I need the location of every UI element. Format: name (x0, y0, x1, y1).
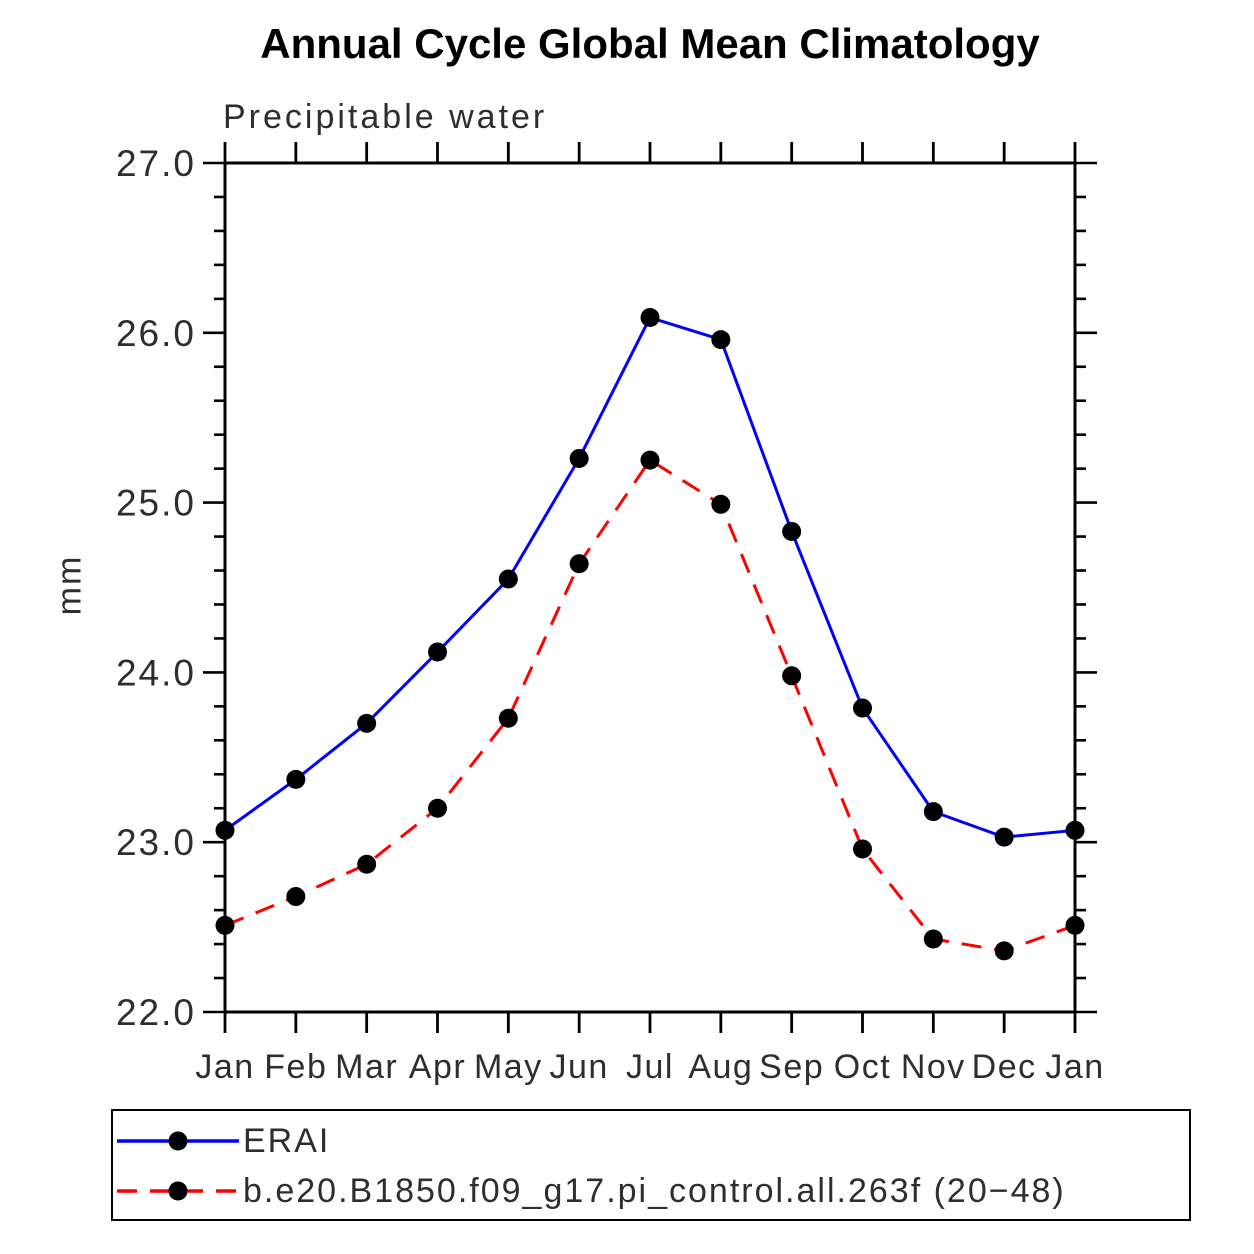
data-point-marker-series-1 (640, 450, 660, 470)
x-tick-label: Jan (195, 1048, 254, 1086)
data-point-marker-series-1 (215, 915, 235, 935)
data-point-marker-series-1 (994, 941, 1014, 961)
data-point-marker-series-1 (1065, 915, 1085, 935)
legend-label-model: b.e20.B1850.f09_g17.pi_control.all.263f … (243, 1171, 1066, 1210)
chart-subtitle: Precipitable water (223, 98, 548, 136)
data-point-marker-series-0 (711, 330, 731, 350)
plot-frame (223, 161, 1077, 1014)
data-point-marker-series-1 (853, 839, 872, 859)
data-point-marker-series-0 (357, 713, 377, 733)
chart-title: Annual Cycle Global Mean Climatology (260, 20, 1040, 67)
legend-box: ERAI b.e20.B1850.f09_g17.pi_control.all.… (111, 1109, 1191, 1221)
legend-marker-dot (168, 1181, 188, 1201)
data-point-marker-series-0 (640, 308, 660, 328)
x-tick-label: Feb (264, 1048, 327, 1086)
series-line-1 (224, 458, 1076, 953)
x-tick-label: Jan (1045, 1048, 1104, 1086)
x-tick-label: Nov (901, 1048, 966, 1086)
legend-label-erai: ERAI (243, 1121, 331, 1160)
y-tick-label: 25.0 (116, 483, 196, 524)
data-point-marker-series-1 (711, 494, 731, 514)
data-point-marker-series-0 (428, 642, 447, 662)
data-point-marker-series-0 (569, 448, 589, 468)
data-point-marker-series-0 (286, 769, 306, 789)
x-tick-label: Aug (688, 1048, 753, 1086)
data-point-marker-series-0 (923, 802, 943, 822)
legend-line-sample-erai (117, 1131, 239, 1151)
data-point-marker-series-0 (853, 698, 872, 718)
data-point-marker-series-1 (569, 554, 589, 574)
data-point-marker-series-1 (428, 798, 447, 818)
x-tick-label: Oct (834, 1048, 891, 1086)
legend-row-erai: ERAI (113, 1116, 1189, 1166)
data-point-marker-series-1 (782, 666, 802, 686)
y-tick-label: 24.0 (116, 652, 196, 693)
data-point-marker-series-0 (498, 569, 518, 589)
data-point-marker-series-1 (357, 854, 377, 874)
data-point-marker-series-0 (1065, 820, 1085, 840)
data-point-marker-series-0 (782, 521, 802, 541)
legend-row-model: b.e20.B1850.f09_g17.pi_control.all.263f … (113, 1166, 1189, 1216)
data-point-marker-series-1 (498, 708, 518, 728)
y-tick-label: 26.0 (116, 313, 196, 354)
x-tick-label: May (474, 1048, 543, 1086)
x-tick-label: Mar (335, 1048, 398, 1086)
data-point-marker-series-0 (994, 827, 1014, 847)
x-tick-label: Jul (626, 1048, 674, 1086)
data-point-marker-series-1 (286, 887, 306, 907)
data-point-marker-series-1 (923, 929, 943, 949)
legend-line-sample-model (117, 1181, 239, 1201)
x-tick-label: Jun (550, 1048, 609, 1086)
x-tick-label: Apr (409, 1048, 466, 1086)
y-tick-label: 22.0 (116, 992, 196, 1033)
data-point-marker-series-0 (215, 820, 235, 840)
y-tick-label: 27.0 (116, 143, 196, 184)
series-line-0 (224, 315, 1076, 839)
x-tick-label: Sep (759, 1048, 824, 1086)
legend-marker-dot (168, 1131, 188, 1151)
y-tick-label: 23.0 (116, 822, 196, 863)
x-tick-label: Dec (972, 1048, 1037, 1086)
